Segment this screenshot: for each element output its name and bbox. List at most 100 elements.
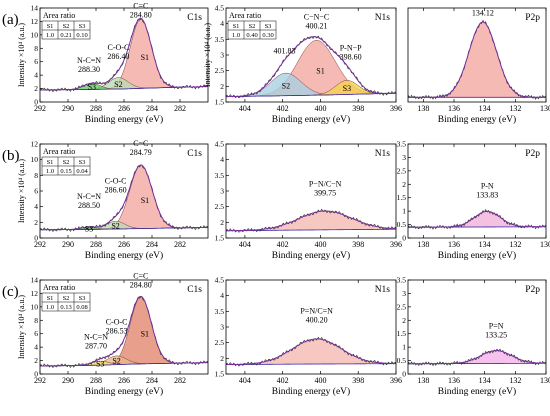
y-tick-label: 1 xyxy=(402,207,406,216)
y-tick-label: 4 xyxy=(34,202,38,211)
y-tick-label: 8 xyxy=(34,316,38,325)
y-tick-label: 4 xyxy=(220,291,224,300)
x-tick-label: 136 xyxy=(448,376,460,385)
x-axis-label: Binding energy (eV) xyxy=(85,250,163,261)
annotation-name: P-N xyxy=(481,182,494,191)
annotation-value: 399.75 xyxy=(314,189,336,198)
panel-b-C1s: 292 290 288 286 284 282 0 2 4 6 8 10 12 Binding energ… xyxy=(17,139,209,261)
area-ratio-header: S3 xyxy=(265,23,272,30)
y-tick-label: 2 xyxy=(402,316,406,325)
annotation-name: C−N−C xyxy=(304,12,329,21)
y-tick-label: 2.5 xyxy=(215,338,225,347)
annotation-name: N-C=N xyxy=(77,56,101,65)
area-ratio-value: 0.10 xyxy=(76,32,87,39)
x-axis-label: Binding energy (eV) xyxy=(272,114,350,125)
y-tick-label: 4 xyxy=(220,19,224,28)
plot-frame xyxy=(407,7,547,103)
plot-area xyxy=(408,208,546,230)
annotation-value: 286.60 xyxy=(105,186,127,195)
y-tick-label: 14 xyxy=(31,4,39,13)
x-axis-label: Binding energy (eV) xyxy=(85,114,163,125)
y-tick-label: 2 xyxy=(220,354,224,363)
annotation-value: 398.60 xyxy=(340,53,362,62)
area-ratio-header: S1 xyxy=(47,159,54,166)
y-tick-label: 12 xyxy=(31,17,39,26)
y-tick-label: 4 xyxy=(34,71,38,80)
y-tick-label: 0 xyxy=(34,370,38,379)
x-tick-label: 284 xyxy=(146,104,158,113)
x-tick-label: 292 xyxy=(34,240,46,249)
y-tick-label: 6 xyxy=(34,57,38,66)
x-tick-label: 132 xyxy=(509,240,521,249)
y-tick-label: 8 xyxy=(34,171,38,180)
plot-area xyxy=(408,348,546,367)
y-tick-label: 3.5 xyxy=(215,35,225,44)
x-tick-label: 130 xyxy=(540,104,550,113)
panel-title: P2p xyxy=(525,285,540,295)
y-tick-label: 2 xyxy=(220,218,224,227)
annotation-value: 284.80 xyxy=(130,280,152,289)
fit-envelope-line xyxy=(226,36,396,98)
area-ratio-header: S3 xyxy=(79,159,86,166)
x-tick-label: 400 xyxy=(314,104,326,113)
x-tick-label: 134 xyxy=(479,104,491,113)
x-tick-label: 400 xyxy=(314,240,326,249)
x-tick-label: 396 xyxy=(390,376,402,385)
panel-c-P2p: 138 136 134 132 130 0 0.5 1 1.5 2 2.5 3 3.5 Binding e… xyxy=(397,276,550,398)
annotation-name: N-C=N xyxy=(84,332,108,341)
area-ratio-header: S1 xyxy=(47,23,54,30)
y-tick-label: 2.5 xyxy=(397,302,407,311)
annotation-value: 134.12 xyxy=(472,9,494,18)
plot-area xyxy=(226,35,396,99)
fit-envelope-line xyxy=(408,21,546,98)
panel-c-N1s: 404 402 400 398 396 1.5 2 2.5 3 3.5 4 4.5 Binding en… xyxy=(215,276,402,398)
y-tick-label: 2.5 xyxy=(215,202,225,211)
x-axis-label: Binding energy (eV) xyxy=(438,114,516,125)
peak-annotation: 401.83 xyxy=(274,46,296,55)
y-tick-label: 2 xyxy=(34,356,38,365)
y-tick-label: 4.5 xyxy=(215,140,225,149)
x-tick-label: 284 xyxy=(146,376,158,385)
area-ratio-table: Area ratio S1 S2 S3 1.0 0.40 0.30 xyxy=(227,11,277,40)
y-tick-label: 10 xyxy=(31,30,39,39)
area-ratio-value: 1.0 xyxy=(46,32,54,39)
y-tick-label: 0 xyxy=(34,98,38,107)
x-tick-label: 402 xyxy=(277,376,289,385)
y-tick-label: 1.5 xyxy=(397,193,407,202)
x-tick-label: 398 xyxy=(352,104,364,113)
x-tick-label: 402 xyxy=(277,240,289,249)
annotation-value: 287.70 xyxy=(85,341,107,350)
y-tick-label: 1.5 xyxy=(215,234,225,243)
peak-label: S1 xyxy=(141,53,149,62)
area-ratio-value: 0.21 xyxy=(60,32,71,39)
x-tick-label: 288 xyxy=(90,104,102,113)
panel-b-P2p: 138 136 134 132 130 0 0.5 1 1.5 2 2.5 3 3.5 Binding e… xyxy=(397,140,550,262)
y-axis-label: Intensity ×10⁴ (a.u.) xyxy=(17,295,26,360)
area-ratio-header: S2 xyxy=(63,295,70,302)
annotation-name: C=C xyxy=(133,139,148,148)
area-ratio-header: S1 xyxy=(47,295,54,302)
panel-title: C1s xyxy=(187,13,202,23)
x-tick-label: 130 xyxy=(540,376,550,385)
y-tick-label: 14 xyxy=(31,276,39,285)
y-tick-label: 8 xyxy=(34,44,38,53)
row-label-b: (b) xyxy=(2,148,20,164)
area-ratio-value: 0.08 xyxy=(76,304,87,311)
peak-label: S2 xyxy=(114,80,122,89)
x-tick-label: 402 xyxy=(277,104,289,113)
peak-label: S1 xyxy=(141,196,149,205)
peak-label: S3 xyxy=(88,83,96,92)
x-tick-label: 132 xyxy=(509,376,521,385)
area-ratio-value: 1.0 xyxy=(46,168,54,175)
y-tick-label: 3.5 xyxy=(397,276,407,285)
y-tick-label: 3 xyxy=(402,153,406,162)
background-line xyxy=(226,363,396,365)
